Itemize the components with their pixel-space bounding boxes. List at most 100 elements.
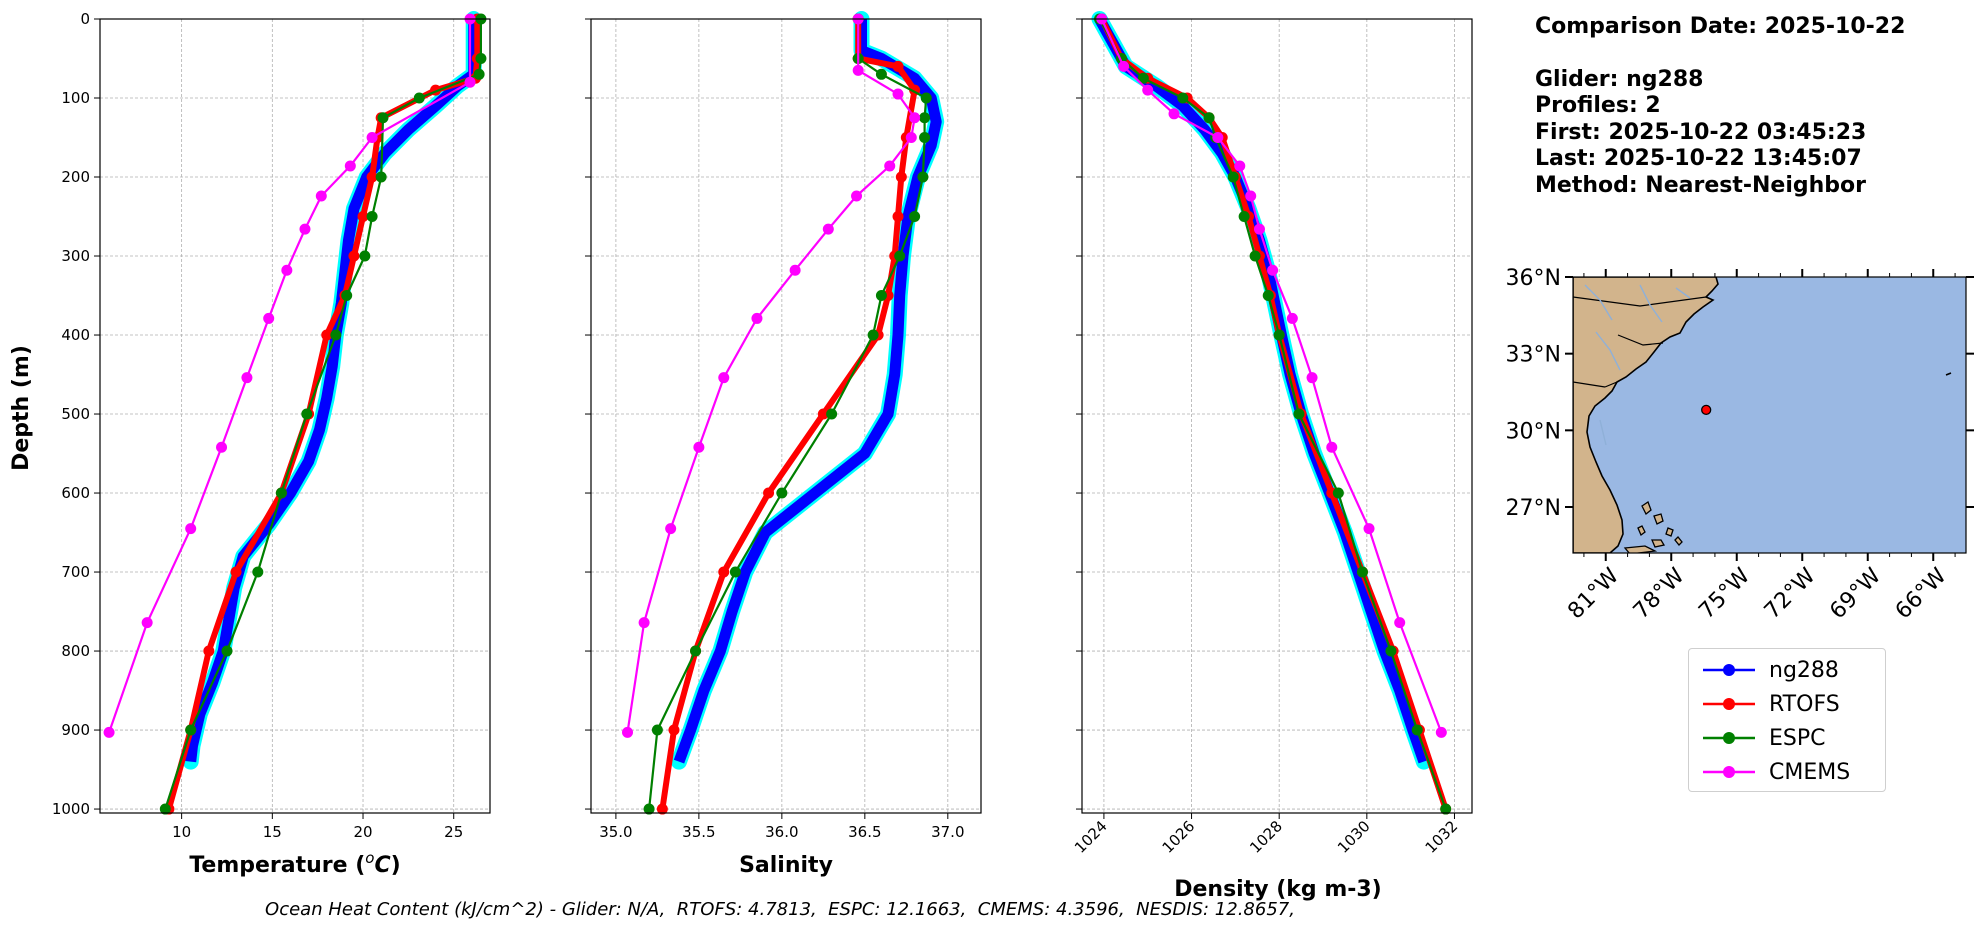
axes-frame [590,18,982,814]
y-tick-label: 900 [61,721,90,739]
series-point-cmems [1245,190,1257,202]
series-point-cmems [1306,372,1318,384]
map-bermuda [1945,372,1952,376]
series-point-espc [1238,211,1250,223]
series-point-cmems [789,264,801,276]
series-point-espc [1385,645,1397,657]
x-tick-label: 10 [172,823,191,841]
y-tick-label: 200 [61,168,90,186]
series-point-espc [875,68,887,80]
map-lon-label: 75°W [1694,563,1755,624]
series-point-espc [643,803,655,815]
series-point-espc [159,803,171,815]
series-point-espc [1293,408,1305,420]
series-point-rtofs [668,724,680,736]
ocean-heat-content-summary: Ocean Heat Content (kJ/cm^2) - Glider: N… [265,899,1295,920]
series-point-espc [1356,566,1368,578]
x-axis-label-temperature: Temperature (oC) [189,849,400,878]
series-point-cmems [103,726,115,738]
series-point-espc [690,645,702,657]
series-point-espc [185,724,197,736]
legend-label: RTOFS [1769,691,1840,717]
map-lat-label: 33°N [1506,343,1561,368]
map-lat-label: 27°N [1506,496,1561,521]
legend-swatch-rtofs [1703,698,1755,710]
series-point-cmems [884,160,896,172]
temperature-panel: 10 15 20 25 0 100 200 300 400 500 600 700 800 900 1000 [52,10,491,841]
map-lon-label: 69°W [1825,563,1886,624]
series-point-espc [375,171,387,183]
x-tick-label: 35.5 [682,823,715,841]
series-point-cmems [216,441,228,453]
legend-label: ESPC [1769,725,1826,751]
axes-frame [1081,18,1473,814]
x-tick-label: 1030 [1334,817,1374,857]
series-point-cmems [344,160,356,172]
series-point-cmems [1394,617,1406,629]
map-lon-label: 66°W [1891,563,1952,624]
series-point-espc [1262,290,1274,302]
x-tick-label: 20 [353,823,372,841]
series-point-cmems [909,112,921,124]
x-tick-label: 35.0 [599,823,632,841]
series-point-espc [359,250,371,262]
y-tick-label: 1000 [52,800,90,818]
series-point-espc [920,92,932,104]
series-point-rtofs [656,803,668,815]
series-point-cmems [822,223,834,235]
series-point-cmems [366,132,378,144]
series-line-ng288 [185,19,480,763]
map-lat-label: 36°N [1506,266,1561,291]
series-point-espc [894,250,906,262]
series-point-rtofs [895,171,907,183]
series-point-espc [1273,329,1285,341]
series-point-espc [1411,724,1423,736]
series-point-cmems [141,617,153,629]
comparison-date: Comparison Date: 2025-10-22 [1535,14,1906,39]
series-point-espc [909,211,921,223]
x-axis-label-density: Density (kg m-3) [1174,877,1382,902]
series-point-cmems [1435,726,1447,738]
series-point-espc [1249,250,1261,262]
series-point-espc [1203,112,1215,124]
series-point-espc [651,724,663,736]
axes-frame [99,18,491,814]
series-point-rtofs [763,487,775,499]
series-point-cmems [665,523,677,535]
series-point-espc [413,92,425,104]
profile-count: Profiles: 2 [1535,93,1661,118]
location-map: 36°N 33°N 30°N 27°N 81°W 78°W 75°W 72°W 69°W 66°W [1506,266,1974,624]
glider-name: Glider: ng288 [1535,66,1704,92]
series-point-cmems [1363,523,1375,535]
salinity-panel: 35.0 35.5 36.0 36.5 37.0 [585,11,982,841]
series-point-cmems [1234,160,1246,172]
x-tick-label: 36.0 [765,823,798,841]
series-point-rtofs [357,211,369,223]
map-bahamas [1623,501,1683,553]
x-tick-label: 1024 [1071,817,1111,857]
series-point-cmems [185,523,197,535]
series-point-espc [875,290,887,302]
series-point-cmems [892,88,904,100]
legend-item-cmems: CMEMS [1699,755,1850,789]
series-point-espc [1332,487,1344,499]
y-tick-label: 400 [61,326,90,344]
series-point-espc [1137,72,1149,84]
series-point-espc [252,566,264,578]
x-tick-label: 15 [263,823,282,841]
series-point-rtofs [892,60,904,72]
series-point-cmems [1253,223,1265,235]
series-point-espc [867,329,879,341]
series-point-cmems [1142,84,1154,96]
series-point-espc [330,329,342,341]
series-point-espc [366,211,378,223]
series-line-cmems [1100,18,1443,733]
legend-item-ng288: ng288 [1699,653,1839,687]
series-point-espc [221,645,233,657]
y-tick-label: 800 [61,642,90,660]
comparison-info: Comparison Date: 2025-10-22 Glider: ng28… [1535,14,1905,199]
x-tick-label: 36.5 [848,823,881,841]
series-point-cmems [851,190,863,202]
y-tick-label: 700 [61,563,90,581]
